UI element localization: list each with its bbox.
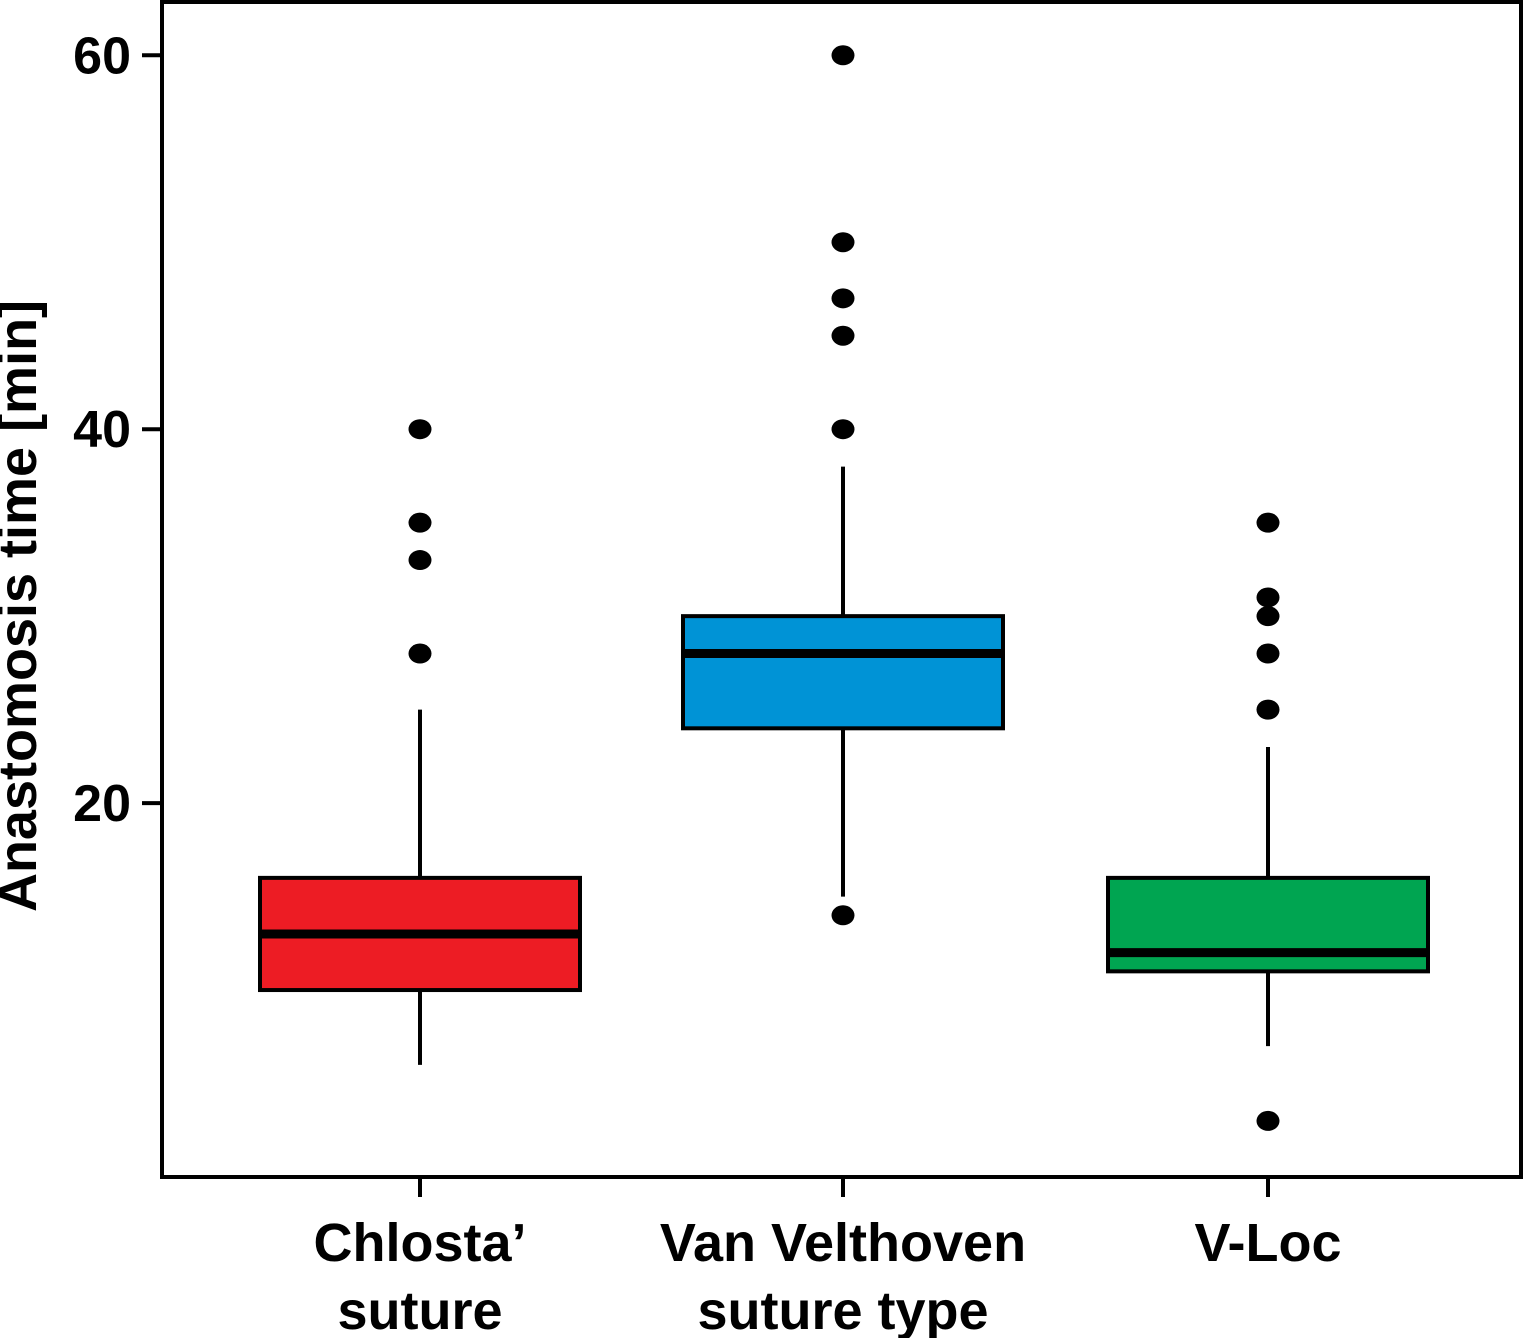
y-axis-tick-label: 20 [73, 775, 131, 833]
x-category-label: V-Loc [1194, 1213, 1341, 1273]
outlier-point [408, 550, 432, 571]
outlier-point [1256, 699, 1280, 720]
outlier-point [831, 232, 855, 253]
outlier-point [831, 288, 855, 309]
x-category-label: suture type [697, 1281, 988, 1338]
plot-frame [160, 0, 1523, 1179]
x-category-label: Chlosta’ [313, 1213, 526, 1273]
iqr-box [1106, 875, 1430, 974]
outlier-point [408, 419, 432, 440]
outlier-point [1256, 606, 1280, 627]
outlier-point [1256, 587, 1280, 608]
outlier-point [831, 905, 855, 926]
iqr-box [681, 614, 1005, 731]
y-axis-tick-label: 40 [73, 401, 131, 459]
x-category-label: suture [337, 1281, 502, 1338]
outlier-point [831, 45, 855, 66]
outlier-point [831, 419, 855, 440]
y-axis-title: Anastomosis time [min] [0, 300, 48, 912]
outlier-point [1256, 1110, 1280, 1131]
y-axis-tick-label: 60 [73, 27, 131, 85]
outlier-point [1256, 512, 1280, 533]
outlier-point [408, 643, 432, 664]
outlier-point [408, 512, 432, 533]
outlier-point [831, 325, 855, 346]
x-category-label: Van Velthoven [660, 1213, 1026, 1273]
outlier-point [1256, 643, 1280, 664]
